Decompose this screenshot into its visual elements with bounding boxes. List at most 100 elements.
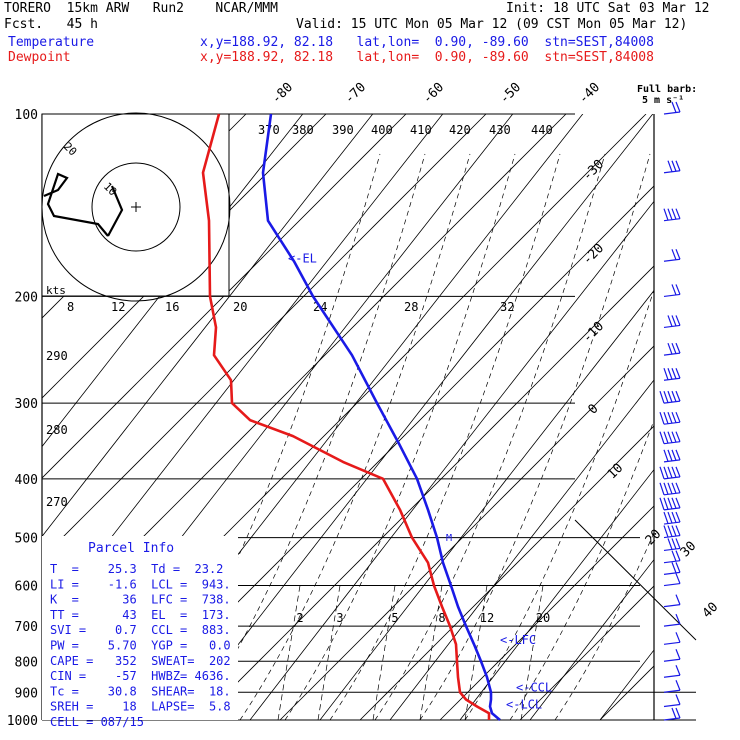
- isotherm-label: 30: [678, 539, 700, 561]
- dry-adiabat: [529, 558, 654, 720]
- wind-barb-feather: [671, 550, 677, 562]
- theta-label: 16: [165, 300, 179, 314]
- mixing-ratio-label: 8: [438, 611, 445, 625]
- moist-adiabat: [554, 531, 654, 720]
- parcel-info-row: SREH = 18 LAPSE= 5.8: [50, 700, 231, 714]
- pressure-tick-label: 300: [15, 397, 38, 412]
- parcel-info-row: SVI = 0.7 CCL = 883.: [50, 623, 231, 637]
- mixing-ratio-line: [520, 585, 544, 720]
- wind-barb-feather: [675, 511, 681, 523]
- temperature-profile: [261, 113, 501, 721]
- wind-barb-feather: [675, 368, 681, 379]
- wind-barb-staff: [663, 641, 681, 645]
- mixing-ratio-label: 12: [480, 611, 494, 625]
- wind-barb-feather: [675, 562, 681, 573]
- wind-barb-feather: [675, 594, 681, 605]
- wind-barb: [663, 632, 681, 645]
- wind-barb: [659, 390, 681, 404]
- wind-barb: [663, 525, 681, 539]
- wind-barb-feather: [667, 160, 673, 172]
- wind-barb-feather: [671, 538, 677, 550]
- wind-barb-feather: [671, 160, 677, 172]
- wind-barb-feather: [675, 694, 681, 705]
- wind-barb: [663, 613, 681, 627]
- wind-barb: [663, 342, 681, 356]
- wind-barb-feather: [671, 449, 677, 461]
- wind-barb: [663, 449, 681, 463]
- wind-barb: [663, 368, 681, 381]
- theta-label: 290: [46, 349, 68, 363]
- dewpoint-legend: Dewpoint: [8, 50, 71, 65]
- pressure-tick-label: 100: [15, 108, 38, 123]
- mixing-ratio-label: 3: [336, 611, 343, 625]
- isotherm-line: [0, 114, 6, 720]
- melting-level-marker: M: [446, 533, 452, 544]
- isotherm-label: -60: [420, 80, 447, 107]
- hodograph-ring: [91, 162, 181, 252]
- wind-barb-feather: [659, 431, 665, 444]
- wind-barb-feather: [671, 482, 677, 494]
- valid-time: Valid: 15 UTC Mon 05 Mar 12 (09 CST Mon …: [296, 17, 688, 32]
- diagram-edge: [574, 519, 697, 641]
- wind-barb-staff: [663, 258, 681, 262]
- wind-barb-feather: [667, 368, 673, 380]
- wind-barb-feather: [667, 511, 673, 524]
- wind-barb-feather: [659, 466, 665, 480]
- pressure-tick-label: 800: [15, 655, 38, 670]
- wind-barb-staff: [663, 582, 681, 587]
- isotherm-label: 0: [585, 401, 601, 417]
- wind-barb: [663, 249, 681, 262]
- theta-label: 420: [449, 123, 471, 137]
- wind-barb-feather: [667, 449, 673, 462]
- dry-adiabat: [249, 200, 654, 720]
- wind-barb-feather: [667, 466, 673, 479]
- wind-barb-feather: [675, 411, 681, 423]
- wind-barb-staff: [663, 571, 681, 575]
- level-label-lfc: <-LFC: [500, 633, 536, 647]
- isotherm-line: [199, 265, 654, 720]
- wind-barb-feather: [667, 431, 673, 443]
- wind-barb-feather: [659, 497, 665, 511]
- theta-label: 8: [67, 300, 74, 314]
- wind-barb-feather: [675, 101, 681, 113]
- isotherm-label: -80: [269, 80, 296, 107]
- theta-label: 20: [233, 300, 247, 314]
- wind-barb-feather: [675, 160, 681, 171]
- isotherm-line: [680, 114, 740, 720]
- dry-adiabat: [670, 54, 740, 720]
- isotherm-line: [439, 505, 654, 720]
- wind-barb-feather: [675, 550, 681, 561]
- wind-barb: [659, 497, 681, 511]
- wind-barb-feather: [671, 562, 677, 574]
- temperature-location: x,y=188.92, 82.18 lat,lon= 0.90, -89.60 …: [200, 35, 654, 50]
- wind-barb-feather: [675, 449, 681, 461]
- parcel-info-title: Parcel Info: [88, 541, 174, 556]
- wind-barb-staff: [663, 623, 681, 627]
- wind-barb: [663, 694, 681, 708]
- wind-barb-feather: [675, 680, 681, 691]
- pressure-tick-label: 1000: [7, 714, 38, 729]
- wind-barb-feather: [675, 342, 681, 354]
- dry-adiabat: [42, 114, 374, 538]
- isotherm-label: -10: [580, 319, 607, 346]
- pressure-tick-label: 500: [15, 532, 38, 547]
- wind-barb-staff: [663, 560, 681, 564]
- isotherm-label: -40: [576, 80, 603, 107]
- temperature-legend: Temperature: [8, 35, 95, 50]
- wind-barb-feather: [667, 525, 673, 537]
- wind-barb: [663, 707, 681, 721]
- wind-barb: [663, 511, 681, 525]
- hodograph-ring: [41, 112, 231, 302]
- wind-barb-feather: [667, 390, 673, 403]
- wind-barb-feather: [663, 449, 669, 462]
- wind-barb-feather: [671, 431, 677, 443]
- wind-barb-feather: [675, 525, 681, 536]
- wind-barb-feather: [663, 208, 669, 221]
- wind-barb: [663, 208, 681, 222]
- wind-barb-feather: [671, 707, 677, 719]
- wind-barb: [663, 315, 681, 329]
- moist-adiabat: [239, 153, 471, 720]
- level-label-ccl: <-CCL: [516, 680, 552, 694]
- init-time: Init: 18 UTC Sat 03 Mar 12: [506, 1, 710, 16]
